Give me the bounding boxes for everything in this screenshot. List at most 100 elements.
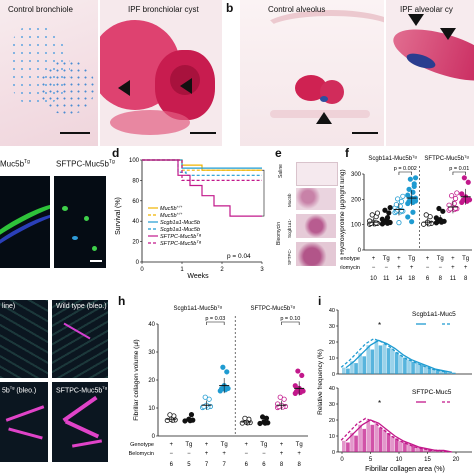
ipf-bronchiolar-cyst-label: IPF bronchiolar cyst xyxy=(128,5,199,14)
h-data-point xyxy=(218,386,225,392)
histogram-bar xyxy=(399,354,403,374)
survival-y-axis-label: Survival (%) xyxy=(115,197,122,235)
histogram-bar xyxy=(419,364,424,374)
histogram-y-tick-label: 10 xyxy=(329,356,335,362)
histogram-bar xyxy=(354,363,358,374)
histogram-bar xyxy=(358,353,362,374)
f-data-point xyxy=(393,202,399,208)
saline-bleo-image xyxy=(0,300,48,378)
f-data-point xyxy=(405,192,411,198)
f-data-point xyxy=(398,198,405,205)
f-data-point xyxy=(459,191,465,197)
f-group-label: Scgb1a1-Muc5bTg xyxy=(368,154,416,162)
histogram-bar xyxy=(370,424,375,452)
histogram-y-tick-label: 10 xyxy=(329,434,335,440)
h-genotype-cell: Tg xyxy=(185,442,192,448)
histogram-bar xyxy=(411,361,415,374)
f-data-point xyxy=(373,220,379,226)
histogram-bar xyxy=(394,352,399,374)
h-bracket xyxy=(281,321,300,325)
panel-e-bleomycin-label: Bleomycin xyxy=(276,221,282,245)
histogram-bar xyxy=(378,345,383,374)
f-data-point xyxy=(465,179,471,185)
control-alveolus-image xyxy=(240,0,384,146)
muc5b-bleo-image xyxy=(0,382,48,462)
f-p-value: p = 0.01 xyxy=(449,166,469,172)
f-bracket xyxy=(398,171,412,175)
f-n-cell: 8 xyxy=(464,276,468,282)
panel-letter-h: h xyxy=(118,294,126,308)
histogram-bar xyxy=(386,348,391,374)
survival-legend-label: SFTPC-Muc5bTg xyxy=(160,239,202,247)
collagen-area-histogram: Relative frequency (%) 0 10 20 30 40 Scgb1a1-M… xyxy=(317,308,472,473)
h-n-cell: 6 xyxy=(245,462,249,468)
f-data-point xyxy=(387,205,393,211)
f-data-point xyxy=(369,212,375,218)
ipf-alveolar-cyst-label: IPF alveolar cy xyxy=(400,5,453,14)
h-data-point xyxy=(242,415,248,421)
h-data-point xyxy=(167,412,173,418)
f-bleomycin-cell: − xyxy=(372,265,376,271)
saline-bleo-label: line) xyxy=(2,303,16,310)
f-bleomycin-cell: − xyxy=(426,265,430,271)
h-group-label: SFTPC-Muc5bTg xyxy=(251,304,295,312)
h-p-value: p = 0.03 xyxy=(205,316,225,322)
histogram-bar xyxy=(423,366,428,374)
f-y-axis-label: Hydroxyproline (μg/right lung) xyxy=(340,169,346,254)
f-bleomycin-cell: + xyxy=(410,265,414,271)
histogram-asterisk: * xyxy=(378,321,381,330)
histogram-y-tick-label: 20 xyxy=(329,340,335,346)
sftpc-muc5b-bleo-label: SFTPC-Muc5bTg (bleo.) xyxy=(56,385,129,395)
h-genotype-cell: Tg xyxy=(221,442,228,448)
histogram-bar xyxy=(346,442,350,452)
panel-letter-b: b xyxy=(226,1,234,15)
histogram-bar xyxy=(382,343,387,374)
histogram-y-axis-label: Relative frequency (%) xyxy=(317,349,324,415)
f-bleomycin-cell: + xyxy=(451,265,455,271)
h-genotype-cell: + xyxy=(280,442,284,448)
f-genotype-cell: + xyxy=(372,256,376,262)
h-data-point xyxy=(277,394,283,400)
histogram-bar xyxy=(394,438,399,452)
ipf-alveolar-cyst-image xyxy=(386,0,474,146)
h-y-tick-label: 30 xyxy=(148,350,155,356)
panel-e-saline-label: Saline xyxy=(278,164,284,178)
f-data-point xyxy=(407,176,413,182)
h-bracket xyxy=(206,321,225,325)
survival-y-tick-label: 60 xyxy=(132,199,139,205)
wild-type-bleo-image xyxy=(52,300,108,378)
survival-y-tick-label: 20 xyxy=(132,240,139,246)
h-data-point xyxy=(281,396,287,402)
histogram-y-tick-label: 30 xyxy=(329,402,335,408)
histology-saline-image xyxy=(296,162,338,186)
control-bronchiole-label: Control bronchiole xyxy=(8,5,73,14)
histogram-bar xyxy=(386,432,391,452)
survival-chart: Survival (%) Weeks 0 20 40 60 80 100 0 1 2 3 Muc5… xyxy=(115,158,264,280)
h-n-cell: 8 xyxy=(280,462,284,468)
histogram-bar xyxy=(451,372,456,374)
panel-letter-d: d xyxy=(112,146,120,160)
f-bleomycin-cell: − xyxy=(384,265,388,271)
h-data-point xyxy=(220,364,226,370)
sftpc-muc5b-fluorescence-image xyxy=(54,176,106,268)
h-y-tick-label: 0 xyxy=(152,434,156,440)
h-row-label: Genotype xyxy=(130,442,154,448)
h-data-point xyxy=(299,372,305,379)
survival-x-tick-label: 0 xyxy=(140,267,144,273)
h-data-point xyxy=(292,383,298,389)
f-n-cell: 10 xyxy=(370,276,377,282)
survival-x-tick-label: 2 xyxy=(220,267,224,273)
histogram-bar xyxy=(435,369,440,374)
f-data-point xyxy=(454,190,460,196)
f-bleomycin-cell: + xyxy=(397,265,401,271)
f-bleomycin-cell: − xyxy=(438,265,442,271)
h-bleomycin-cell: − xyxy=(169,451,173,457)
f-n-cell: 11 xyxy=(450,276,457,282)
f-p-value: p = 0.002 xyxy=(394,166,417,172)
h-genotype-cell: + xyxy=(244,442,248,448)
f-data-point xyxy=(452,195,459,202)
h-genotype-cell: Tg xyxy=(260,442,267,448)
arrowhead-icon xyxy=(118,78,192,96)
histogram-bar xyxy=(362,356,367,374)
histogram-bar xyxy=(366,345,371,374)
